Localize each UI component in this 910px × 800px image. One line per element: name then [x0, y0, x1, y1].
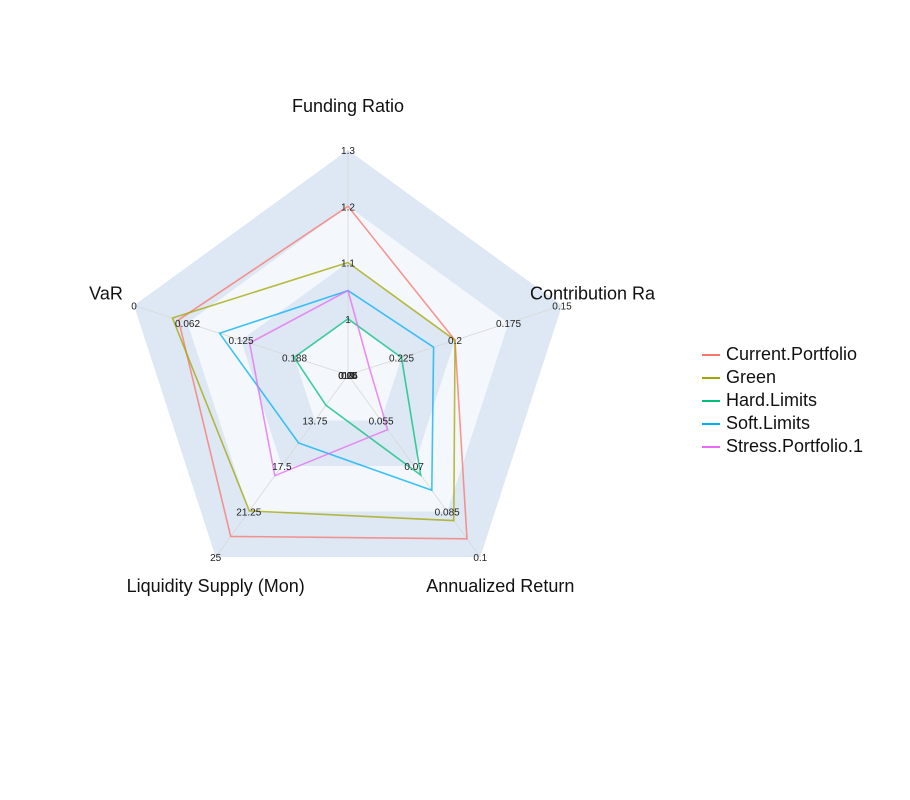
series-line-1	[171, 261, 456, 522]
legend-label: Hard.Limits	[726, 390, 818, 410]
axis-label: Annualized Return	[426, 576, 574, 596]
legend-label: Green	[726, 367, 777, 387]
tick-label: 0.055	[369, 417, 394, 428]
legend-item: Current.Portfolio	[702, 343, 863, 366]
legend-label: Current.Portfolio	[726, 344, 858, 364]
series-line-0	[177, 205, 468, 540]
series-line-4	[248, 289, 389, 477]
tick-label: 0.25	[338, 371, 358, 382]
legend-item: Hard.Limits	[702, 389, 863, 412]
tick-label: 0	[131, 302, 137, 313]
legend-swatch	[702, 376, 720, 379]
legend-label: Soft.Limits	[726, 413, 811, 433]
tick-label: 21.25	[236, 508, 261, 519]
tick-label: 0.15	[552, 302, 572, 313]
tick-label: 0.062	[175, 319, 200, 330]
tick-label: 1	[345, 315, 351, 326]
tick-label: 0.085	[435, 508, 460, 519]
axis-label: VaR	[89, 284, 123, 304]
series-line-2	[293, 317, 422, 477]
tick-label: 0.04	[338, 371, 358, 382]
tick-label: 1.2	[341, 202, 355, 213]
legend-swatch	[702, 422, 720, 425]
tick-label: 13.75	[302, 417, 327, 428]
tick-label: 17.5	[272, 462, 292, 473]
legend-swatch	[702, 445, 720, 448]
tick-label: 25	[210, 553, 222, 564]
legend-label: Stress.Portfolio.1	[726, 436, 864, 456]
tick-label: 0.125	[228, 336, 253, 347]
tick-label: 0.188	[282, 354, 307, 365]
chart-legend: Current.Portfolio Green Hard.Limits Soft.Li…	[702, 343, 863, 458]
axis-spoke	[133, 305, 349, 376]
tick-label: 0.25	[338, 371, 358, 382]
axis-label: Liquidity Supply (Mon)	[127, 576, 305, 596]
legend-swatch	[702, 399, 720, 402]
tick-label: 0.1	[473, 553, 487, 564]
legend-item: Soft.Limits	[702, 412, 863, 435]
series-line-3	[218, 289, 435, 492]
tick-label: 0.07	[404, 462, 424, 473]
legend-swatch	[702, 353, 720, 356]
tick-label: 1.1	[341, 259, 355, 270]
tick-label: 0.175	[496, 319, 521, 330]
tick-label: 1.3	[341, 146, 355, 157]
tick-label: 0.9	[341, 371, 355, 382]
axis-spoke	[347, 374, 481, 558]
tick-label: 0.2	[448, 336, 462, 347]
axis-label: Funding Ratio	[292, 96, 404, 116]
legend-item: Stress.Portfolio.1	[702, 435, 863, 458]
tick-label: 0.225	[389, 354, 414, 365]
legend-item: Green	[702, 366, 863, 389]
axis-label: Contribution Ra	[530, 284, 656, 304]
tick-label: 10	[342, 371, 354, 382]
